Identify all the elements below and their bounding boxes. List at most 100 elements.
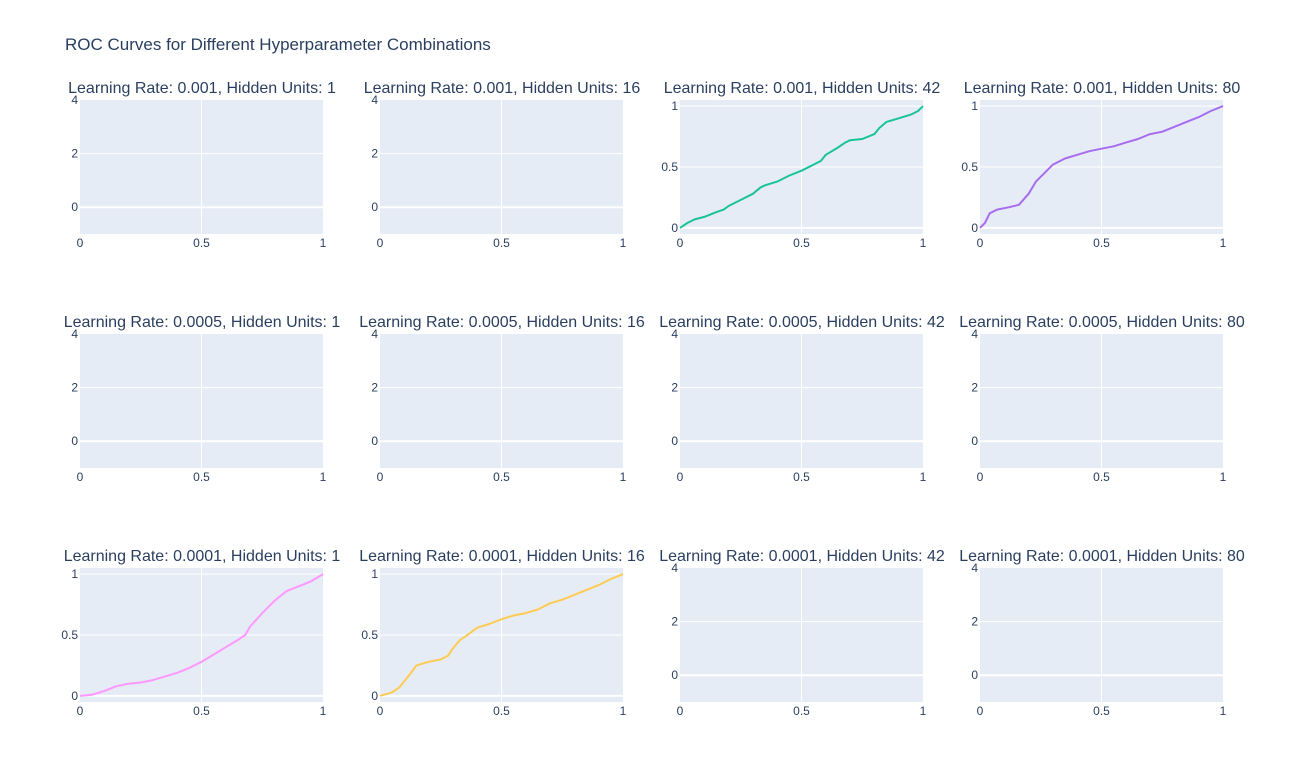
x-tick-label: 1 <box>320 236 327 250</box>
roc-curve-line <box>79 573 324 697</box>
x-tick-label: 0 <box>77 470 84 484</box>
y-tick-label: 2 <box>71 147 78 161</box>
x-tick-label: 1 <box>1220 236 1227 250</box>
x-tick-label: 0 <box>377 470 384 484</box>
x-tick-label: 1 <box>620 470 627 484</box>
x-tick-label: 1 <box>320 470 327 484</box>
y-tick-label: 0 <box>71 434 78 448</box>
x-tick-label: 1 <box>1220 470 1227 484</box>
y-tick-label: 0 <box>371 689 378 703</box>
y-tick-label: 4 <box>971 327 978 341</box>
x-tick-label: 0.5 <box>1093 470 1110 484</box>
x-tick-label: 0 <box>677 704 684 718</box>
figure-title: ROC Curves for Different Hyperparameter … <box>65 35 491 54</box>
y-tick-label: 0 <box>971 221 978 235</box>
y-tick-label: 0.5 <box>361 628 378 642</box>
y-tick-label: 1 <box>671 99 678 113</box>
y-tick-label: 1 <box>971 99 978 113</box>
x-tick-label: 0.5 <box>193 470 210 484</box>
subplot-title: Learning Rate: 0.0005, Hidden Units: 80 <box>959 314 1245 331</box>
subplot-title: Learning Rate: 0.001, Hidden Units: 1 <box>68 80 336 97</box>
y-tick-label: 0 <box>371 200 378 214</box>
y-tick-label: 0 <box>71 689 78 703</box>
subplot-3: 0 0.5 1 0 0.5 1 Learning Rate: 0.001, Hidden U… <box>661 80 940 250</box>
x-tick-label: 0.5 <box>493 470 510 484</box>
y-tick-label: 0 <box>71 200 78 214</box>
x-tick-label: 0 <box>77 236 84 250</box>
x-tick-label: 0.5 <box>493 704 510 718</box>
subplot-title: Learning Rate: 0.0001, Hidden Units: 80 <box>959 548 1245 565</box>
roc-curve-line <box>979 105 1224 229</box>
y-tick-label: 0 <box>971 434 978 448</box>
y-tick-label: 0 <box>671 221 678 235</box>
subplot-title: Learning Rate: 0.0001, Hidden Units: 16 <box>359 548 645 565</box>
subplot-title: Learning Rate: 0.0005, Hidden Units: 1 <box>64 314 341 331</box>
y-tick-label: 0.5 <box>661 160 678 174</box>
x-tick-label: 0.5 <box>793 236 810 250</box>
y-tick-label: 0.5 <box>961 160 978 174</box>
y-tick-label: 2 <box>671 381 678 395</box>
x-tick-label: 1 <box>920 704 927 718</box>
y-tick-label: 2 <box>971 615 978 629</box>
subplot-4: 0 0.5 1 0 0.5 1 Learning Rate: 0.001, Hidden U… <box>961 80 1240 250</box>
subplot-9: 0 0.5 1 0 0.5 1 Learning Rate: 0.0001, Hidden … <box>61 548 340 718</box>
x-tick-label: 1 <box>620 236 627 250</box>
x-tick-label: 0 <box>677 470 684 484</box>
x-tick-label: 0.5 <box>1093 704 1110 718</box>
x-tick-label: 0 <box>77 704 84 718</box>
subplot-title: Learning Rate: 0.001, Hidden Units: 42 <box>664 80 941 97</box>
y-tick-label: 0 <box>971 668 978 682</box>
y-tick-label: 0.5 <box>61 628 78 642</box>
y-tick-label: 4 <box>71 327 78 341</box>
subplot-title: Learning Rate: 0.0005, Hidden Units: 42 <box>659 314 945 331</box>
y-tick-label: 0 <box>671 668 678 682</box>
y-tick-label: 1 <box>71 567 78 581</box>
x-tick-label: 1 <box>620 704 627 718</box>
subplot-title: Learning Rate: 0.001, Hidden Units: 16 <box>364 80 641 97</box>
x-tick-label: 0.5 <box>793 704 810 718</box>
x-tick-label: 1 <box>920 236 927 250</box>
y-tick-label: 4 <box>971 561 978 575</box>
x-tick-label: 0 <box>977 704 984 718</box>
x-tick-label: 1 <box>320 704 327 718</box>
y-tick-label: 4 <box>371 327 378 341</box>
x-tick-label: 0 <box>977 470 984 484</box>
y-tick-label: 2 <box>71 381 78 395</box>
y-tick-label: 4 <box>371 93 378 107</box>
y-tick-label: 4 <box>671 327 678 341</box>
y-tick-label: 0 <box>671 434 678 448</box>
subplot-10: 0 0.5 1 0 0.5 1 Learning Rate: 0.0001, Hidden … <box>359 548 645 718</box>
roc-curve-line <box>679 105 924 229</box>
x-tick-label: 1 <box>1220 704 1227 718</box>
y-tick-label: 0 <box>371 434 378 448</box>
y-tick-label: 1 <box>371 567 378 581</box>
x-tick-label: 0 <box>977 236 984 250</box>
y-tick-label: 2 <box>371 147 378 161</box>
x-tick-label: 0 <box>677 236 684 250</box>
x-tick-label: 0.5 <box>493 236 510 250</box>
x-tick-label: 0.5 <box>193 704 210 718</box>
x-tick-label: 0.5 <box>1093 236 1110 250</box>
y-tick-label: 4 <box>71 93 78 107</box>
y-tick-label: 2 <box>971 381 978 395</box>
y-tick-label: 4 <box>671 561 678 575</box>
roc-curve-line <box>379 573 624 697</box>
y-tick-label: 2 <box>371 381 378 395</box>
subplot-title: Learning Rate: 0.001, Hidden Units: 80 <box>964 80 1241 97</box>
subplot-title: Learning Rate: 0.0001, Hidden Units: 42 <box>659 548 945 565</box>
y-tick-label: 2 <box>671 615 678 629</box>
x-tick-label: 0.5 <box>193 236 210 250</box>
subplot-title: Learning Rate: 0.0001, Hidden Units: 1 <box>64 548 341 565</box>
x-tick-label: 1 <box>920 470 927 484</box>
x-tick-label: 0 <box>377 704 384 718</box>
